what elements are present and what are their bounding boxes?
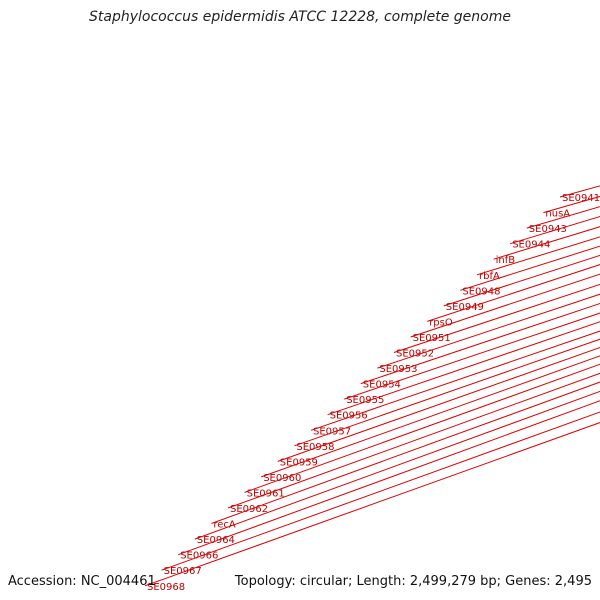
gene-label: SE0952 <box>396 349 434 360</box>
gene-label: nusA <box>545 209 570 220</box>
gene-label: recA <box>213 520 236 531</box>
topology-label: Topology: circular; Length: 2,499,279 bp… <box>234 574 592 589</box>
gene-label: SE0959 <box>280 457 318 468</box>
gene-label: SE0951 <box>413 333 451 344</box>
label-leader <box>277 346 600 462</box>
map-title: Staphylococcus epidermidis ATCC 12228, c… <box>88 9 511 25</box>
label-leader <box>194 390 600 540</box>
gene-label: SE0968 <box>147 582 185 593</box>
gene-label: SE0957 <box>313 426 351 437</box>
gene-label: rpsO <box>429 317 453 328</box>
gene-label: SE0958 <box>296 442 334 453</box>
gene-label: SE0943 <box>529 224 567 235</box>
label-leader <box>493 226 600 260</box>
gene-label: SE0955 <box>346 395 384 406</box>
label-leader <box>443 254 600 307</box>
gene-label: SE0949 <box>446 302 484 313</box>
label-leader <box>344 312 600 400</box>
label-leader <box>211 381 600 524</box>
label-leader <box>559 185 600 198</box>
label-leader <box>476 236 600 276</box>
label-leader <box>178 400 600 556</box>
gene-label: SE0954 <box>363 380 401 391</box>
gene-label: infB <box>496 255 516 266</box>
label-leader <box>410 273 600 338</box>
gene-label: SE0967 <box>164 566 202 577</box>
label-leader <box>144 422 600 587</box>
label-leader <box>360 302 600 385</box>
label-leader <box>327 321 600 416</box>
label-leader <box>161 411 600 571</box>
label-leader <box>244 363 600 493</box>
accession-label: Accession: NC_004461 <box>8 574 156 589</box>
label-leader <box>310 330 600 431</box>
gene-label-track[interactable]: SE0941 nusA SE0943 SE0944 infB rbfA SE0948 SE09… <box>144 8 600 593</box>
label-leader <box>543 195 600 214</box>
gene-label: SE0953 <box>379 364 417 375</box>
label-leader <box>427 264 600 322</box>
gene-label: SE0944 <box>512 240 550 251</box>
label-leader <box>227 372 600 509</box>
label-leader <box>294 338 600 447</box>
label-leader <box>393 283 600 353</box>
gene-label: rbfA <box>479 271 500 282</box>
label-leader <box>377 293 600 369</box>
gene-label: SE0956 <box>330 411 368 422</box>
gene-label: SE0948 <box>462 286 500 297</box>
gene-label: SE0941 <box>562 193 600 204</box>
label-leader <box>261 355 600 478</box>
